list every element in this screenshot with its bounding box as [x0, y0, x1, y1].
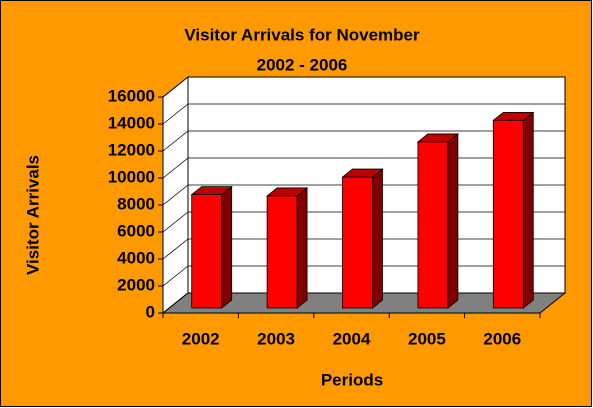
bar	[266, 195, 298, 309]
x-tick-label: 2002	[182, 329, 220, 348]
grid-line	[162, 265, 189, 287]
y-tick-label: 2000	[117, 275, 155, 294]
x-tick-label: 2003	[257, 329, 295, 348]
bar-side	[372, 168, 383, 309]
grid-line	[162, 211, 189, 233]
chart-title: Visitor Arrivals for November	[184, 25, 420, 44]
y-tick-label: 4000	[117, 248, 155, 267]
grid-line	[162, 292, 189, 314]
x-tick-label: 2004	[333, 329, 371, 348]
grid-line	[162, 130, 189, 152]
y-tick-label: 8000	[117, 194, 155, 213]
bar	[417, 141, 449, 309]
y-tick-label: 14000	[108, 113, 155, 132]
bar	[191, 194, 223, 309]
bar-side	[522, 111, 534, 309]
y-tick-label: 6000	[117, 221, 155, 240]
x-axis-label: Periods	[321, 370, 383, 389]
grid-line	[162, 238, 189, 260]
chart-subtitle: 2002 - 2006	[257, 55, 348, 74]
y-tick-label: 0	[146, 302, 155, 321]
grid-line	[162, 157, 189, 179]
bar	[492, 119, 524, 309]
x-tick-label: 2005	[408, 329, 446, 348]
bar-side	[296, 187, 308, 309]
grid-line	[162, 184, 189, 206]
bar	[342, 176, 373, 309]
x-tick-label: 2006	[483, 329, 521, 348]
y-tick-label: 10000	[108, 167, 155, 186]
grid-line	[162, 103, 189, 125]
y-axis-label: Visitor Arrivals	[23, 155, 42, 275]
bar-side	[447, 133, 459, 309]
bar-side	[221, 185, 233, 309]
grid-line	[162, 76, 189, 98]
y-tick-label: 12000	[108, 140, 155, 159]
y-tick-label: 16000	[108, 86, 155, 105]
plot-area: 0 2000 4000 6000 8000 10000 12000 14000 16000 200…	[108, 75, 567, 348]
